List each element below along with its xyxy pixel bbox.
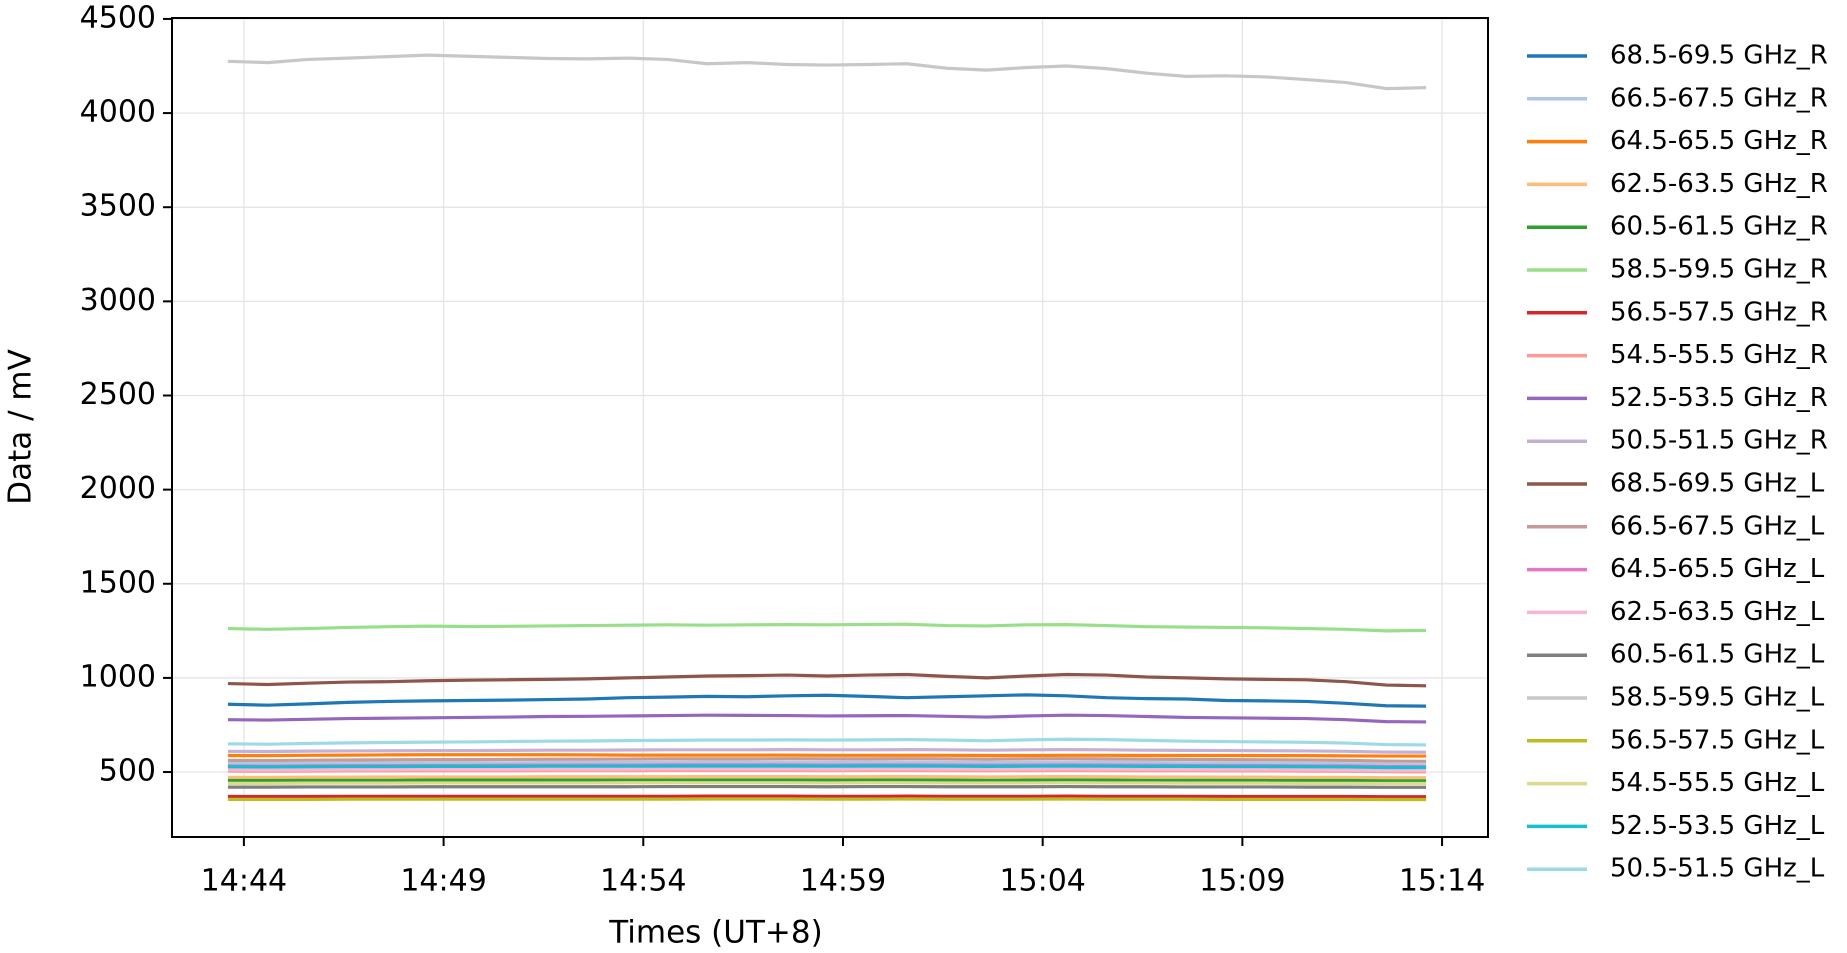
series-line xyxy=(227,713,1427,724)
plot-frame xyxy=(171,17,1489,838)
series-line xyxy=(227,784,1427,789)
legend-label: 50.5-51.5 GHz_L xyxy=(1610,854,1825,884)
y-axis-label: Data / mV xyxy=(3,349,39,505)
series-line xyxy=(227,797,1427,802)
legend-label: 60.5-61.5 GHz_L xyxy=(1610,640,1825,670)
series-line xyxy=(227,622,1427,633)
y-tick-label: 3000 xyxy=(80,283,156,318)
series-line xyxy=(227,778,1427,783)
series-line xyxy=(227,764,1427,770)
legend-label: 66.5-67.5 GHz_L xyxy=(1610,511,1825,541)
legend-label: 62.5-63.5 GHz_L xyxy=(1610,597,1825,627)
x-tick-label: 14:44 xyxy=(201,864,287,899)
legend-label: 54.5-55.5 GHz_L xyxy=(1610,768,1825,798)
series-line xyxy=(227,774,1427,780)
legend-label: 52.5-53.5 GHz_L xyxy=(1610,811,1825,841)
x-tick-label: 15:04 xyxy=(999,864,1085,899)
x-tick-label: 14:54 xyxy=(600,864,686,899)
series-line xyxy=(227,760,1427,767)
series-line xyxy=(227,753,1427,758)
x-tick-label: 15:09 xyxy=(1199,864,1285,899)
legend-label: 54.5-55.5 GHz_R xyxy=(1610,340,1828,370)
legend-label: 64.5-65.5 GHz_R xyxy=(1610,126,1828,156)
series-line xyxy=(227,693,1427,708)
legend-label: 58.5-59.5 GHz_L xyxy=(1610,683,1825,713)
y-tick-label: 3500 xyxy=(80,189,156,224)
x-tick-label: 14:59 xyxy=(800,864,886,899)
y-tick-label: 1500 xyxy=(80,565,156,600)
x-tick-label: 15:14 xyxy=(1399,864,1485,899)
y-tick-label: 2000 xyxy=(80,471,156,506)
y-tick-label: 1000 xyxy=(80,659,156,694)
y-tick-label: 500 xyxy=(99,754,156,789)
series-line xyxy=(227,737,1427,747)
y-tick-label: 4000 xyxy=(80,95,156,130)
x-axis-label: Times (UT+8) xyxy=(608,915,822,951)
series-line xyxy=(227,672,1427,688)
series-line xyxy=(227,781,1427,786)
legend-label: 68.5-69.5 GHz_R xyxy=(1610,41,1828,71)
legend-label: 52.5-53.5 GHz_R xyxy=(1610,383,1828,413)
legend-label: 56.5-57.5 GHz_L xyxy=(1610,725,1825,755)
legend-label: 66.5-67.5 GHz_R xyxy=(1610,83,1828,113)
series-line xyxy=(227,794,1427,799)
series-line xyxy=(227,53,1427,91)
series-line xyxy=(227,767,1427,772)
legend-label: 50.5-51.5 GHz_R xyxy=(1610,426,1828,456)
legend-label: 64.5-65.5 GHz_L xyxy=(1610,554,1825,584)
series-line xyxy=(227,748,1427,754)
y-tick-label: 4500 xyxy=(80,0,156,35)
y-tick-label: 2500 xyxy=(80,377,156,412)
series-line xyxy=(227,757,1427,763)
legend-label: 68.5-69.5 GHz_L xyxy=(1610,469,1825,499)
legend-label: 56.5-57.5 GHz_R xyxy=(1610,297,1828,327)
x-tick-label: 14:49 xyxy=(400,864,486,899)
legend-label: 62.5-63.5 GHz_R xyxy=(1610,169,1828,199)
legend-label: 60.5-61.5 GHz_R xyxy=(1610,212,1828,242)
legend-label: 58.5-59.5 GHz_R xyxy=(1610,255,1828,285)
